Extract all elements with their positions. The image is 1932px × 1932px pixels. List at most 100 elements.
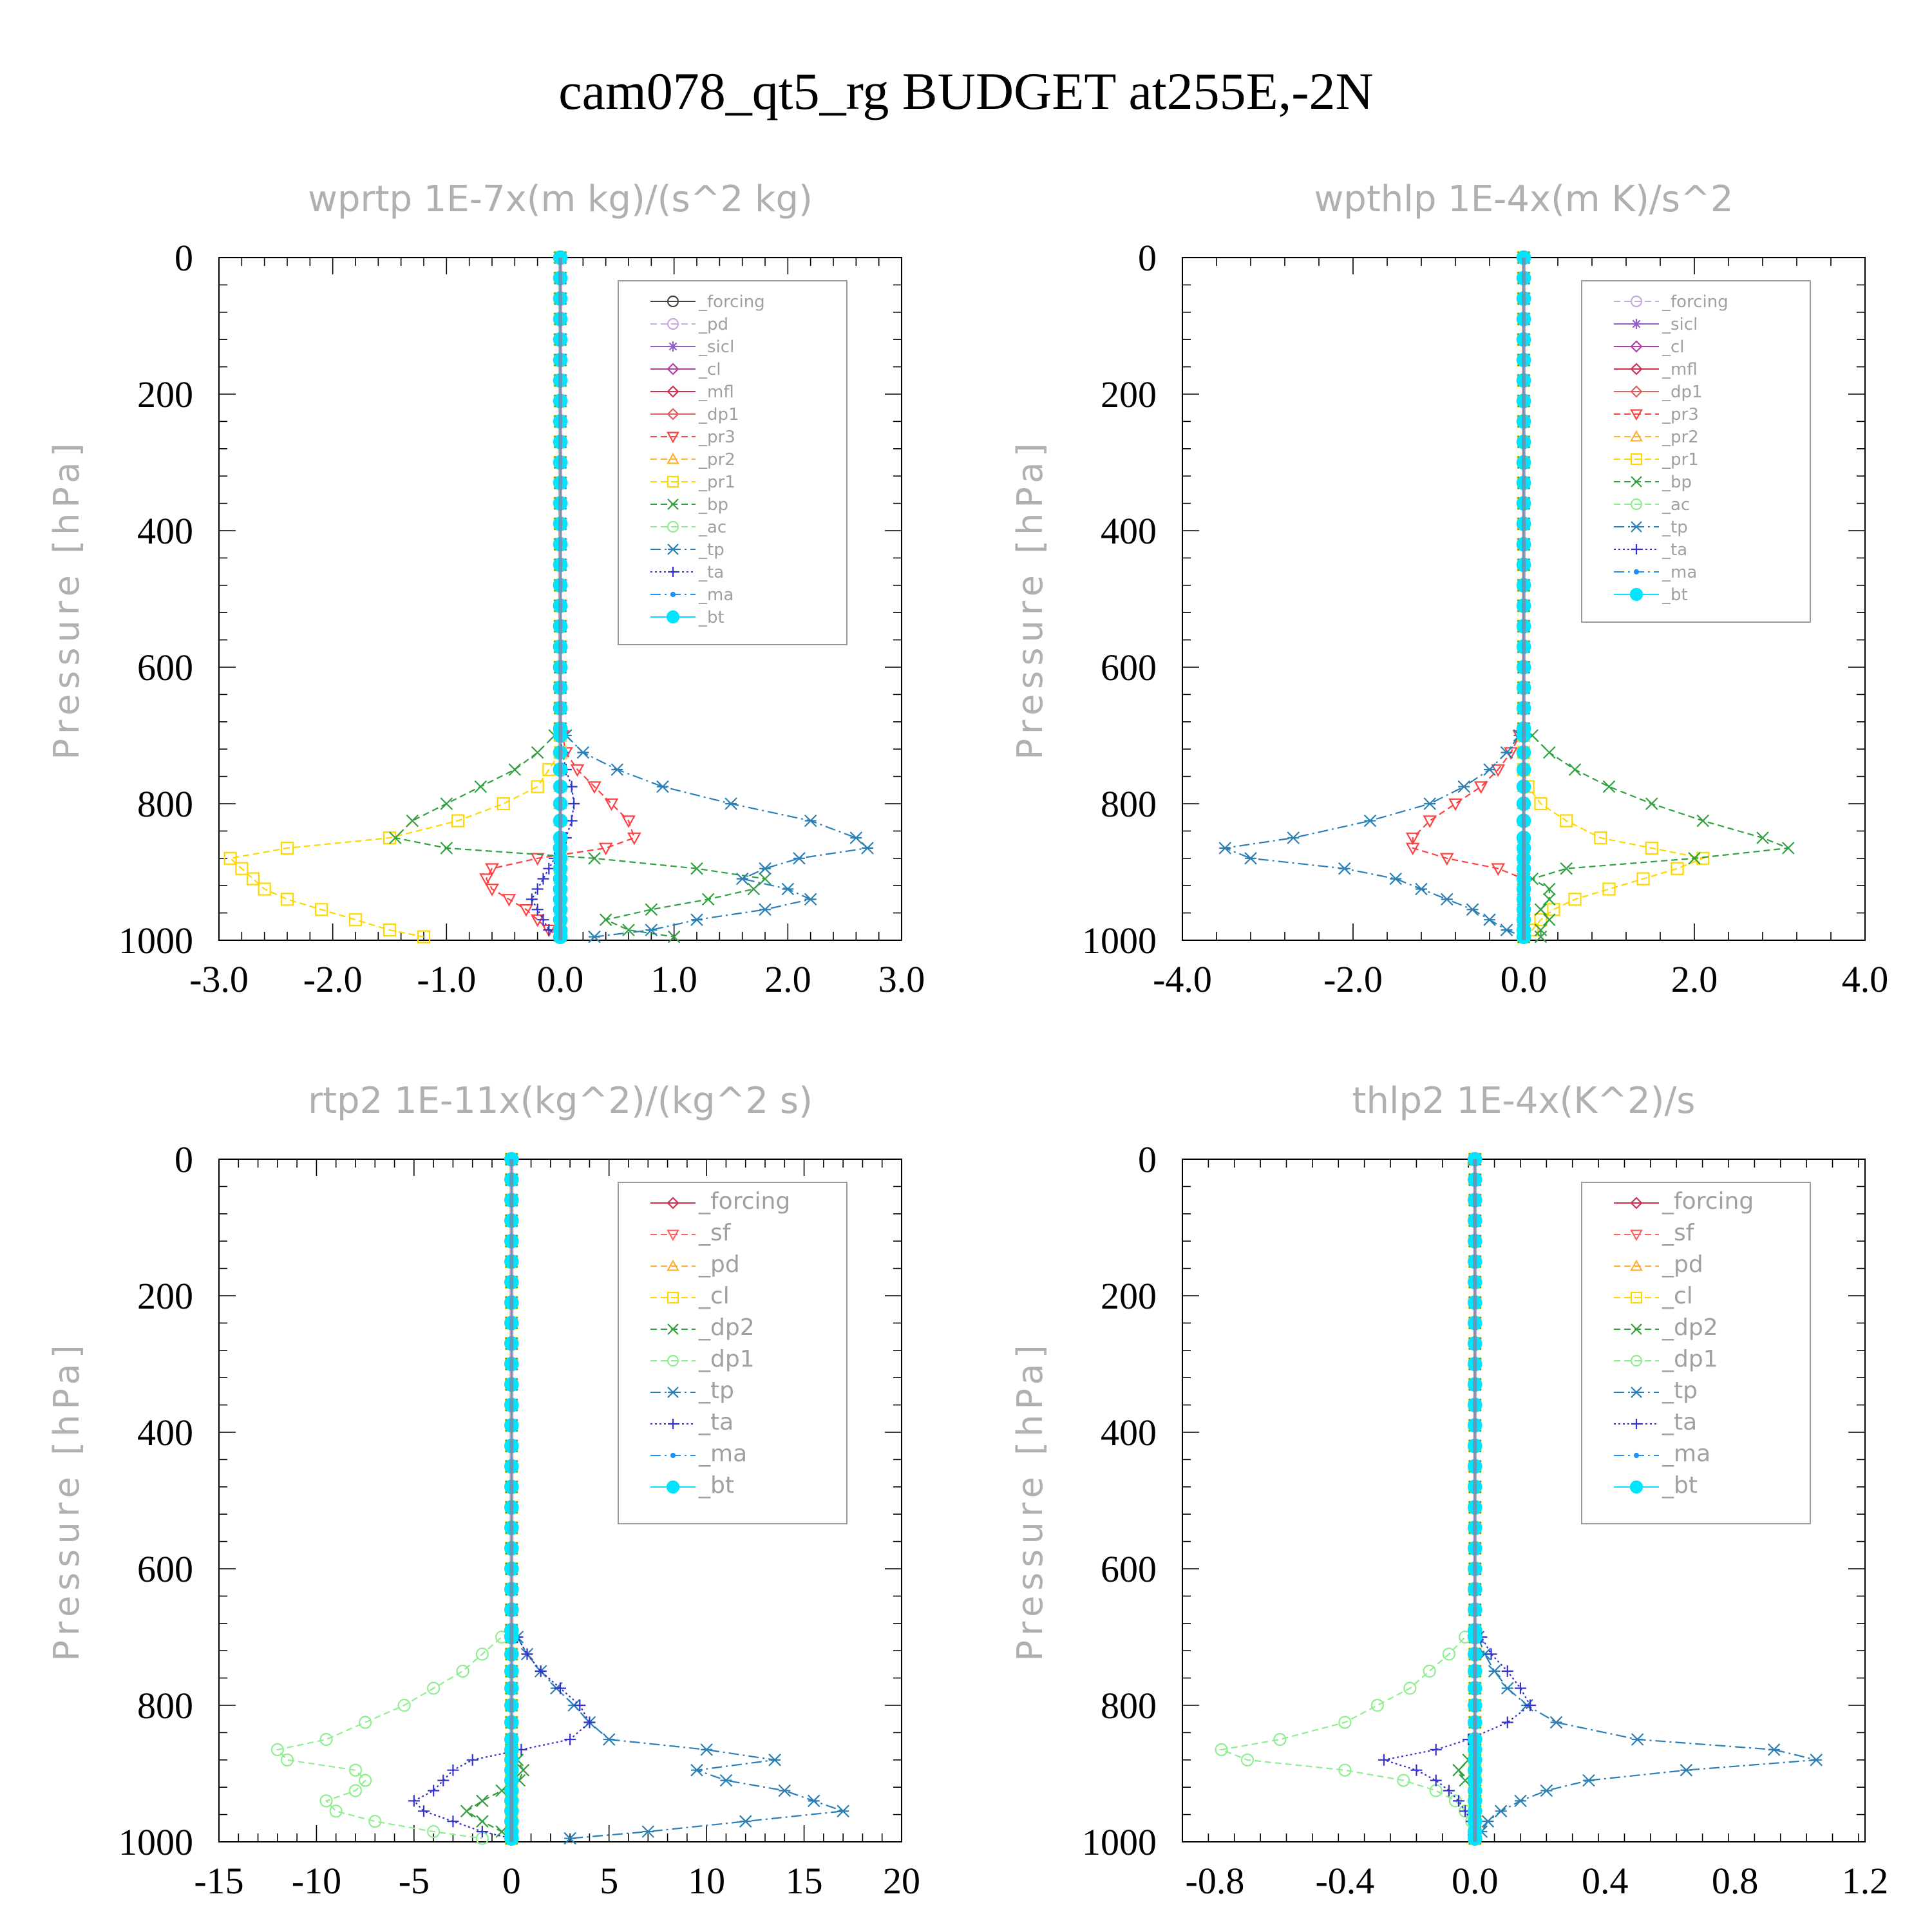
chart-panel-thlp2: thlp2 1E-4x(K^2)/s Pressure [hPa] 0 200 400 6… — [1010, 1080, 1888, 1902]
legend-rtp2: _forcing _sf _pd _cl _dp2 _dp1 _tp _ta _ma _bt — [618, 1182, 848, 1524]
legend-label: _sicl — [1662, 315, 1698, 334]
data-point_pr1 — [314, 903, 328, 916]
x-tick-label: -3.0 — [189, 958, 249, 1000]
legend-marker — [1630, 1197, 1643, 1209]
series-thlp2_ta — [1378, 1153, 1537, 1844]
legend-box — [1581, 1182, 1811, 1524]
legend-marker — [1631, 319, 1642, 329]
data-point_tp — [735, 872, 749, 886]
legend-label: _dp2 — [698, 1314, 755, 1341]
legend-label: _mfl — [698, 383, 734, 402]
legend-label: _pd — [1662, 1251, 1703, 1278]
x-tick-label: -1.0 — [417, 958, 476, 1000]
data-point_dp1 — [1423, 1664, 1436, 1678]
y-tick-label: 400 — [137, 1412, 193, 1454]
data-point_pr3 — [1405, 832, 1420, 846]
series-line_ta — [1383, 1159, 1531, 1839]
data-point_pr1 — [417, 930, 431, 943]
data-point_ta — [476, 1826, 488, 1838]
legend-label: _bp — [1662, 473, 1692, 492]
data-point_ta — [521, 1648, 533, 1660]
data-point_tp — [690, 913, 703, 926]
x-tick-label: 2.0 — [764, 958, 811, 1000]
data-point_pr1 — [1602, 882, 1616, 896]
x-tick-label: 0.0 — [1452, 1860, 1499, 1902]
data-point_tp — [1500, 746, 1513, 759]
data-point_tp — [781, 882, 795, 896]
data-point_tp — [1338, 862, 1351, 875]
legend-label: _forcing — [698, 292, 765, 312]
legend-label: _bt — [1662, 585, 1688, 605]
data-point_pr1 — [1534, 797, 1548, 811]
data-point_dp1 — [1240, 1753, 1255, 1766]
legend-marker — [667, 295, 679, 308]
data-point_ta — [1443, 1785, 1455, 1797]
chart-panel-wprtp: wprtp 1E-7x(m kg)/(s^2 kg) Pressure [hPa]… — [46, 178, 925, 1000]
chart-title-wpthlp: wpthlp 1E-4x(m K)/s^2 — [1314, 178, 1733, 220]
data-point_dp1 — [368, 1815, 382, 1828]
legend-label: _tp — [1662, 518, 1688, 537]
data-point_bp — [531, 746, 544, 759]
series-thlp2_dp1 — [1215, 1152, 1482, 1845]
legend-label: _ma — [698, 585, 734, 605]
data-point_ta — [1501, 1665, 1513, 1677]
y-tick-label: 200 — [137, 374, 193, 415]
legend-marker — [1630, 453, 1643, 466]
data-point_ta — [564, 1734, 576, 1745]
data-point_pr1 — [223, 851, 237, 865]
series-wprtp_ta — [526, 252, 580, 943]
data-point_tp — [1440, 893, 1454, 906]
legend-label: _ta — [698, 563, 724, 582]
data-point_tp — [1363, 814, 1377, 828]
data-point_bp — [1542, 913, 1556, 926]
legend-label: _dp1 — [1662, 383, 1703, 402]
legend-label: _dp1 — [698, 1346, 755, 1372]
data-point_pr3 — [587, 781, 601, 794]
data-point_dp1 — [1215, 1743, 1228, 1756]
legend-marker — [666, 1480, 680, 1494]
data-point_tp — [719, 1774, 733, 1787]
legend-label: _cl — [1662, 337, 1685, 357]
data-point_pr1 — [246, 872, 260, 886]
data-point_bp — [588, 852, 601, 865]
legend-marker — [668, 567, 678, 577]
legend-marker — [1629, 587, 1643, 601]
data-point_tp — [1389, 872, 1403, 886]
data-point_ta — [428, 1785, 440, 1797]
data-point_pr1 — [280, 841, 294, 855]
legend-label: _ta — [1662, 1409, 1697, 1435]
data-point_ta — [1410, 1764, 1423, 1776]
y-tick-label: 1000 — [118, 1821, 193, 1863]
data-point_bp — [406, 814, 419, 828]
y-axis-label-wpthlp: Pressure [hPa] — [1010, 438, 1050, 759]
data-point_pr3 — [479, 873, 494, 886]
data-point_dp1 — [319, 1732, 333, 1747]
legend-label: _ma — [698, 1441, 747, 1467]
data-point_pr1 — [1568, 893, 1582, 906]
data-point_ta — [537, 914, 549, 926]
legend-label: _mfl — [1662, 360, 1698, 379]
legend-wpthlp: _forcing _sicl _cl _mfl _dp1 _pr3 _pr2 _pr1 _bp _… — [1581, 280, 1811, 623]
data-point_bp — [1560, 862, 1573, 875]
data-point_pr1 — [1560, 814, 1573, 828]
x-tick-label: -10 — [292, 1860, 341, 1902]
legend-marker — [1631, 476, 1642, 488]
data-point_bp — [690, 862, 703, 875]
data-point_tp — [1549, 1716, 1563, 1729]
data-point_tp — [602, 1733, 616, 1746]
chart-title-wprtp: wprtp 1E-7x(m kg)/(s^2 kg) — [308, 178, 813, 220]
data-point_tp — [611, 763, 624, 776]
x-tick-label: 0.0 — [537, 958, 584, 1000]
legend-marker — [667, 1387, 679, 1398]
data-point_pr3 — [1491, 863, 1506, 876]
legend-marker — [667, 385, 679, 398]
data-point_bp — [1688, 852, 1701, 865]
legend-marker — [1631, 1387, 1642, 1398]
data-point_pr3 — [598, 842, 613, 856]
data-point_ta — [1514, 1682, 1526, 1694]
legend-label: _ma — [1662, 563, 1697, 582]
data-point_dp1 — [1273, 1732, 1287, 1747]
data-point_ta — [1485, 1648, 1497, 1660]
data-point_dp1 — [1429, 1784, 1443, 1797]
legend-marker — [667, 1354, 679, 1367]
